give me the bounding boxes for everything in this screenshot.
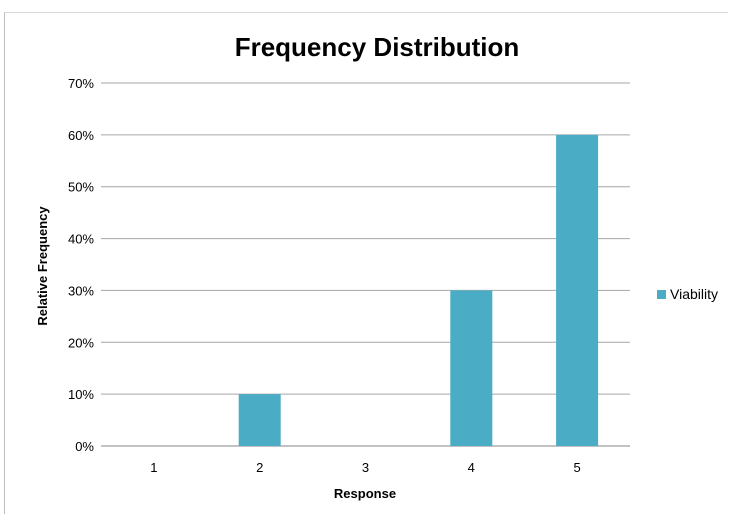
legend-swatch xyxy=(657,290,666,299)
y-tick-label: 60% xyxy=(68,128,94,143)
legend-label: Viability xyxy=(670,286,718,302)
bar xyxy=(450,290,493,446)
x-tick-label: 2 xyxy=(256,460,263,475)
y-tick-label: 10% xyxy=(68,387,94,402)
y-axis-title: Relative Frequency xyxy=(35,206,50,326)
y-tick-label: 50% xyxy=(68,180,94,195)
y-tick-label: 40% xyxy=(68,232,94,247)
y-tick-label: 30% xyxy=(68,283,94,298)
x-tick-labels: 1 2 3 4 5 xyxy=(150,460,580,475)
chart-area xyxy=(4,12,728,514)
legend: Viability xyxy=(657,286,718,302)
bars xyxy=(238,134,599,446)
y-tick-label: 20% xyxy=(68,335,94,350)
y-tick-label: 0% xyxy=(75,439,94,454)
gridlines xyxy=(101,82,630,447)
y-tick-labels: 0% 10% 20% 30% 40% 50% 60% 70% xyxy=(68,76,94,454)
bar xyxy=(556,134,599,446)
x-tick-label: 5 xyxy=(573,460,580,475)
x-tick-label: 3 xyxy=(362,460,369,475)
x-tick-label: 1 xyxy=(150,460,157,475)
chart-title: Frequency Distribution xyxy=(235,32,520,62)
x-axis-title: Response xyxy=(334,486,396,501)
x-tick-label: 4 xyxy=(468,460,475,475)
y-tick-label: 70% xyxy=(68,76,94,91)
bar xyxy=(238,394,281,446)
